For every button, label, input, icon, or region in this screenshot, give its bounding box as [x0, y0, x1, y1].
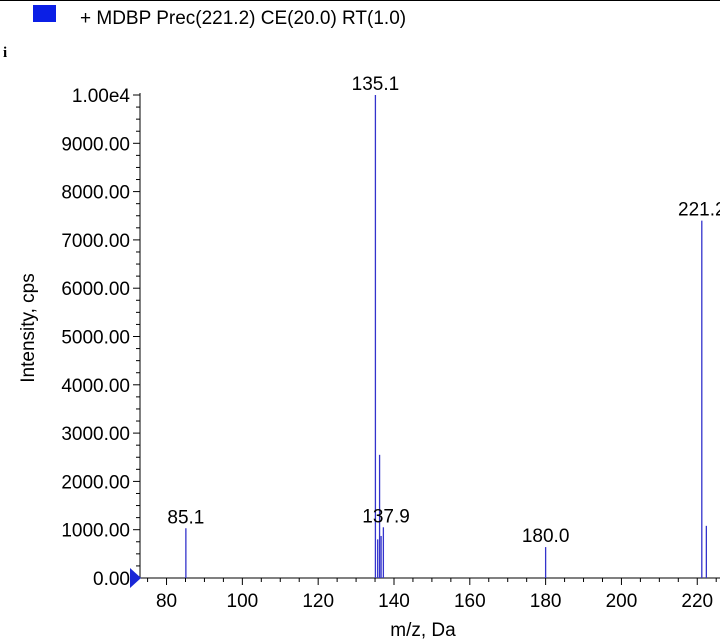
y-tick-label: 7000.00: [61, 231, 130, 252]
x-tick-label: 200: [606, 591, 638, 612]
y-tick-label: 1.00e4: [72, 86, 131, 107]
x-axis-label: m/z, Da: [390, 620, 456, 639]
peak-label: 137.9: [362, 506, 410, 527]
legend-swatch: [33, 5, 56, 22]
y-tick-label: 3000.00: [61, 424, 130, 445]
peak-label: 135.1: [352, 74, 400, 95]
x-tick-label: 160: [454, 591, 486, 612]
x-tick-label: 100: [227, 591, 259, 612]
x-tick-label: 220: [681, 591, 713, 612]
legend-label: + MDBP Prec(221.2) CE(20.0) RT(1.0): [80, 8, 406, 29]
x-tick-label: 140: [378, 591, 410, 612]
y-tick-label: 2000.00: [61, 472, 130, 493]
y-tick-label: 0.00: [93, 569, 130, 590]
peak-label: 180.0: [522, 526, 570, 547]
x-axis: 80 100 120 140 160 180 200 220: [140, 577, 720, 612]
x-tick-label: 120: [302, 591, 334, 612]
y-tick-label: 6000.00: [61, 279, 130, 300]
y-tick-label: 1000.00: [61, 521, 130, 542]
y-tick-label: 8000.00: [61, 183, 130, 204]
y-axis-label: Intensity, cps: [18, 273, 39, 382]
peaks: [185, 95, 708, 578]
y-tick-label: 4000.00: [61, 376, 130, 397]
y-tick-label: 5000.00: [61, 328, 130, 349]
y-tick-label: 9000.00: [61, 134, 130, 155]
x-tick-label: 80: [156, 591, 177, 612]
peak-label: 85.1: [167, 507, 204, 528]
baseline-marker-icon[interactable]: [130, 568, 141, 588]
corner-letter: i: [3, 45, 7, 61]
x-tick-label: 180: [530, 591, 562, 612]
top-border-line: [0, 0, 720, 1]
peak-label: 221.2: [678, 200, 720, 221]
y-axis: 0.00 1000.00 2000.00 3000.00 4000.00 5000.00 6…: [61, 86, 141, 590]
peak-labels: 85.1 135.1 137.9 180.0 221.2: [167, 74, 720, 547]
